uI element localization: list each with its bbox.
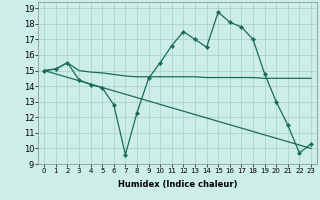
X-axis label: Humidex (Indice chaleur): Humidex (Indice chaleur)	[118, 180, 237, 189]
